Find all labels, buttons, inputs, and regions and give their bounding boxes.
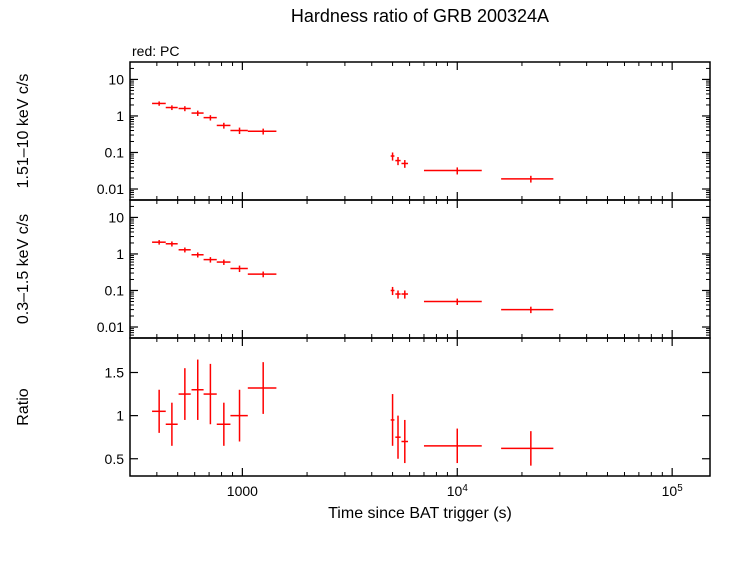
ylabel: Ratio: [15, 388, 32, 425]
ytick-label: 1: [116, 246, 124, 262]
xtick-label: 105: [662, 483, 684, 500]
ytick-label: 10: [108, 209, 124, 225]
ytick-label: 0.1: [105, 282, 125, 298]
panel-frame: [130, 62, 710, 200]
ylabel: 0.3–1.5 keV c/s: [15, 214, 32, 324]
ytick-label: 0.01: [97, 319, 124, 335]
ytick-label: 0.1: [105, 144, 125, 160]
ytick-label: 0.5: [105, 451, 125, 467]
chart-svg: Hardness ratio of GRB 200324A red: PC 0.01…: [0, 0, 742, 566]
ytick-label: 0.01: [97, 181, 124, 197]
panel-frame: [130, 200, 710, 338]
xtick-label: 104: [447, 483, 469, 500]
ytick-label: 1: [116, 408, 124, 424]
xlabel: Time since BAT trigger (s): [328, 505, 512, 522]
xtick-label: 1000: [227, 483, 258, 499]
ytick-label: 1: [116, 108, 124, 124]
ylabel: 1.51–10 keV c/s: [15, 74, 32, 189]
ytick-label: 10: [108, 71, 124, 87]
chart-title: Hardness ratio of GRB 200324A: [291, 6, 549, 26]
legend-text: red: PC: [132, 43, 179, 59]
panel-frame: [130, 338, 710, 476]
chart-container: Hardness ratio of GRB 200324A red: PC 0.01…: [0, 0, 742, 566]
ytick-label: 1.5: [105, 365, 125, 381]
